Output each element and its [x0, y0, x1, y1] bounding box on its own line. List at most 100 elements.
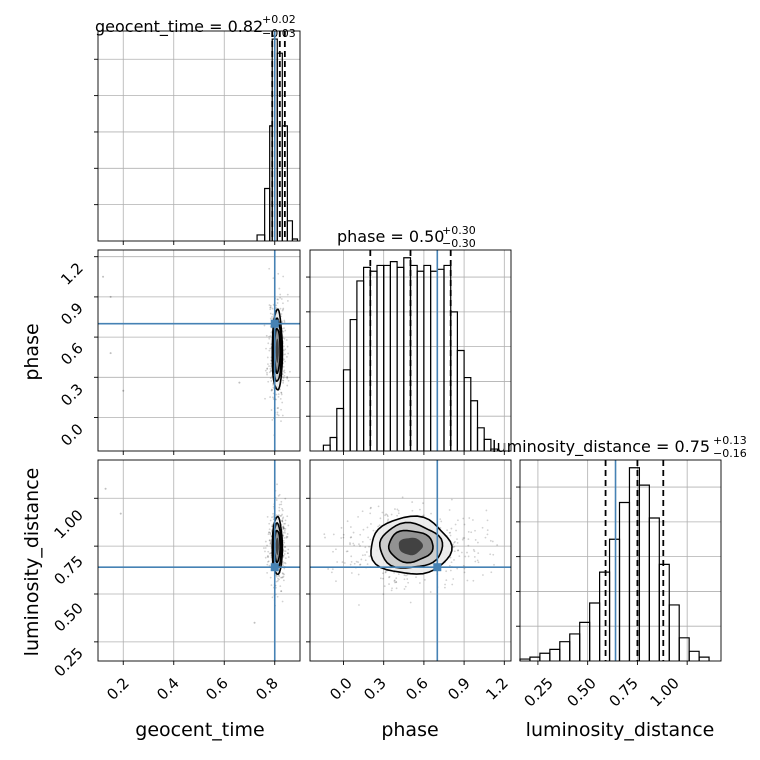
sample-point — [280, 298, 283, 300]
sample-point — [332, 550, 334, 553]
sample-point — [283, 327, 285, 330]
sample-point — [282, 275, 285, 278]
sample-point — [450, 527, 453, 530]
sample-point — [406, 573, 409, 576]
sample-point — [268, 267, 271, 270]
sample-point — [280, 393, 283, 396]
sample-point — [419, 582, 421, 584]
sample-point — [287, 379, 290, 382]
sample-point — [281, 576, 283, 579]
sample-point — [474, 529, 476, 532]
sample-point — [269, 532, 272, 534]
sample-point — [463, 537, 466, 539]
luminosity_distance-histogram-ticks — [516, 486, 688, 665]
sample-point — [364, 554, 366, 556]
sample-point — [270, 365, 273, 368]
sample-point — [361, 554, 364, 557]
sample-point — [486, 529, 489, 532]
sample-point — [423, 578, 426, 581]
sample-point — [277, 395, 280, 398]
sample-point — [283, 567, 286, 570]
sample-point — [276, 411, 279, 414]
sample-point — [267, 363, 269, 366]
sample-point — [449, 569, 452, 572]
sample-point — [278, 287, 281, 290]
histogram-bin — [549, 648, 561, 661]
sample-point — [282, 379, 285, 382]
geocent_time-histogram-bins — [256, 38, 299, 241]
sample-point — [282, 579, 285, 582]
truth-marker — [270, 563, 279, 572]
histogram-bin — [396, 266, 405, 451]
sample-point — [366, 526, 369, 529]
x-tick-label: 0.6 — [202, 674, 232, 704]
geocent_time-histogram-ticks — [94, 58, 276, 245]
sample-point — [284, 531, 286, 534]
corner-panels — [94, 30, 722, 665]
x-tick-label: 0.75 — [605, 674, 641, 710]
sample-point — [349, 526, 352, 528]
sample-point — [281, 572, 284, 575]
outlier-point — [238, 381, 241, 384]
sample-point — [268, 539, 271, 542]
sample-point — [272, 277, 275, 280]
sample-point — [279, 515, 282, 517]
histogram-bin — [423, 264, 432, 451]
sample-point — [369, 512, 372, 515]
luminosity_distance-histogram-grid — [520, 460, 721, 661]
sample-point — [283, 561, 286, 564]
histogram-bin — [490, 448, 499, 451]
sample-point — [395, 587, 398, 590]
geocent-vs-lumi-grid — [98, 460, 300, 661]
sample-point — [268, 552, 271, 555]
luminosity_distance-histogram-bins — [519, 467, 710, 661]
sample-point — [496, 544, 499, 546]
sample-point — [467, 530, 470, 533]
sample-point — [283, 522, 285, 525]
sample-point — [280, 503, 283, 506]
sample-point — [269, 368, 272, 370]
sample-point — [266, 544, 268, 547]
sample-point — [282, 526, 285, 529]
phase-title-minus: −0.30 — [442, 237, 476, 250]
x-tick-label: 0.4 — [153, 674, 183, 704]
contour-line — [271, 308, 284, 391]
histogram-bin — [342, 369, 351, 451]
sample-point — [287, 524, 290, 527]
histogram-bin — [264, 187, 271, 241]
sample-point — [419, 508, 421, 511]
sample-point — [484, 536, 487, 539]
sample-point — [271, 596, 274, 599]
geocent-vs-phase-ticks — [94, 256, 276, 455]
sample-point — [284, 550, 287, 553]
sample-point — [271, 307, 274, 310]
sample-point — [403, 578, 406, 581]
sample-point — [281, 375, 284, 378]
x-ticks-luminosity-distance: 0.25 0.50 0.75 1.00 — [520, 674, 682, 710]
sample-point — [336, 561, 339, 563]
truth-marker — [270, 319, 279, 328]
sample-point — [448, 509, 451, 511]
sample-point — [267, 342, 270, 345]
sample-point — [267, 380, 270, 383]
sample-point — [266, 368, 269, 370]
sample-point — [403, 574, 406, 577]
histogram-bin — [638, 484, 650, 661]
sample-point — [266, 515, 269, 518]
sample-point — [445, 579, 448, 582]
sample-point — [377, 525, 380, 528]
x-tick-label: 0.25 — [520, 674, 556, 710]
sample-point — [283, 527, 285, 529]
sample-point — [439, 526, 442, 529]
sample-point — [280, 576, 282, 579]
histogram-bin — [291, 238, 299, 241]
sample-point — [474, 539, 477, 541]
histogram-bin — [678, 637, 690, 661]
sample-point — [267, 554, 269, 557]
sample-point — [286, 535, 289, 538]
y-ticks-phase: 0.0 0.3 0.6 0.9 1.2 — [57, 259, 87, 450]
sample-point — [281, 414, 284, 417]
outlier-point — [119, 512, 122, 515]
sample-point — [445, 570, 448, 573]
sample-point — [350, 536, 353, 538]
